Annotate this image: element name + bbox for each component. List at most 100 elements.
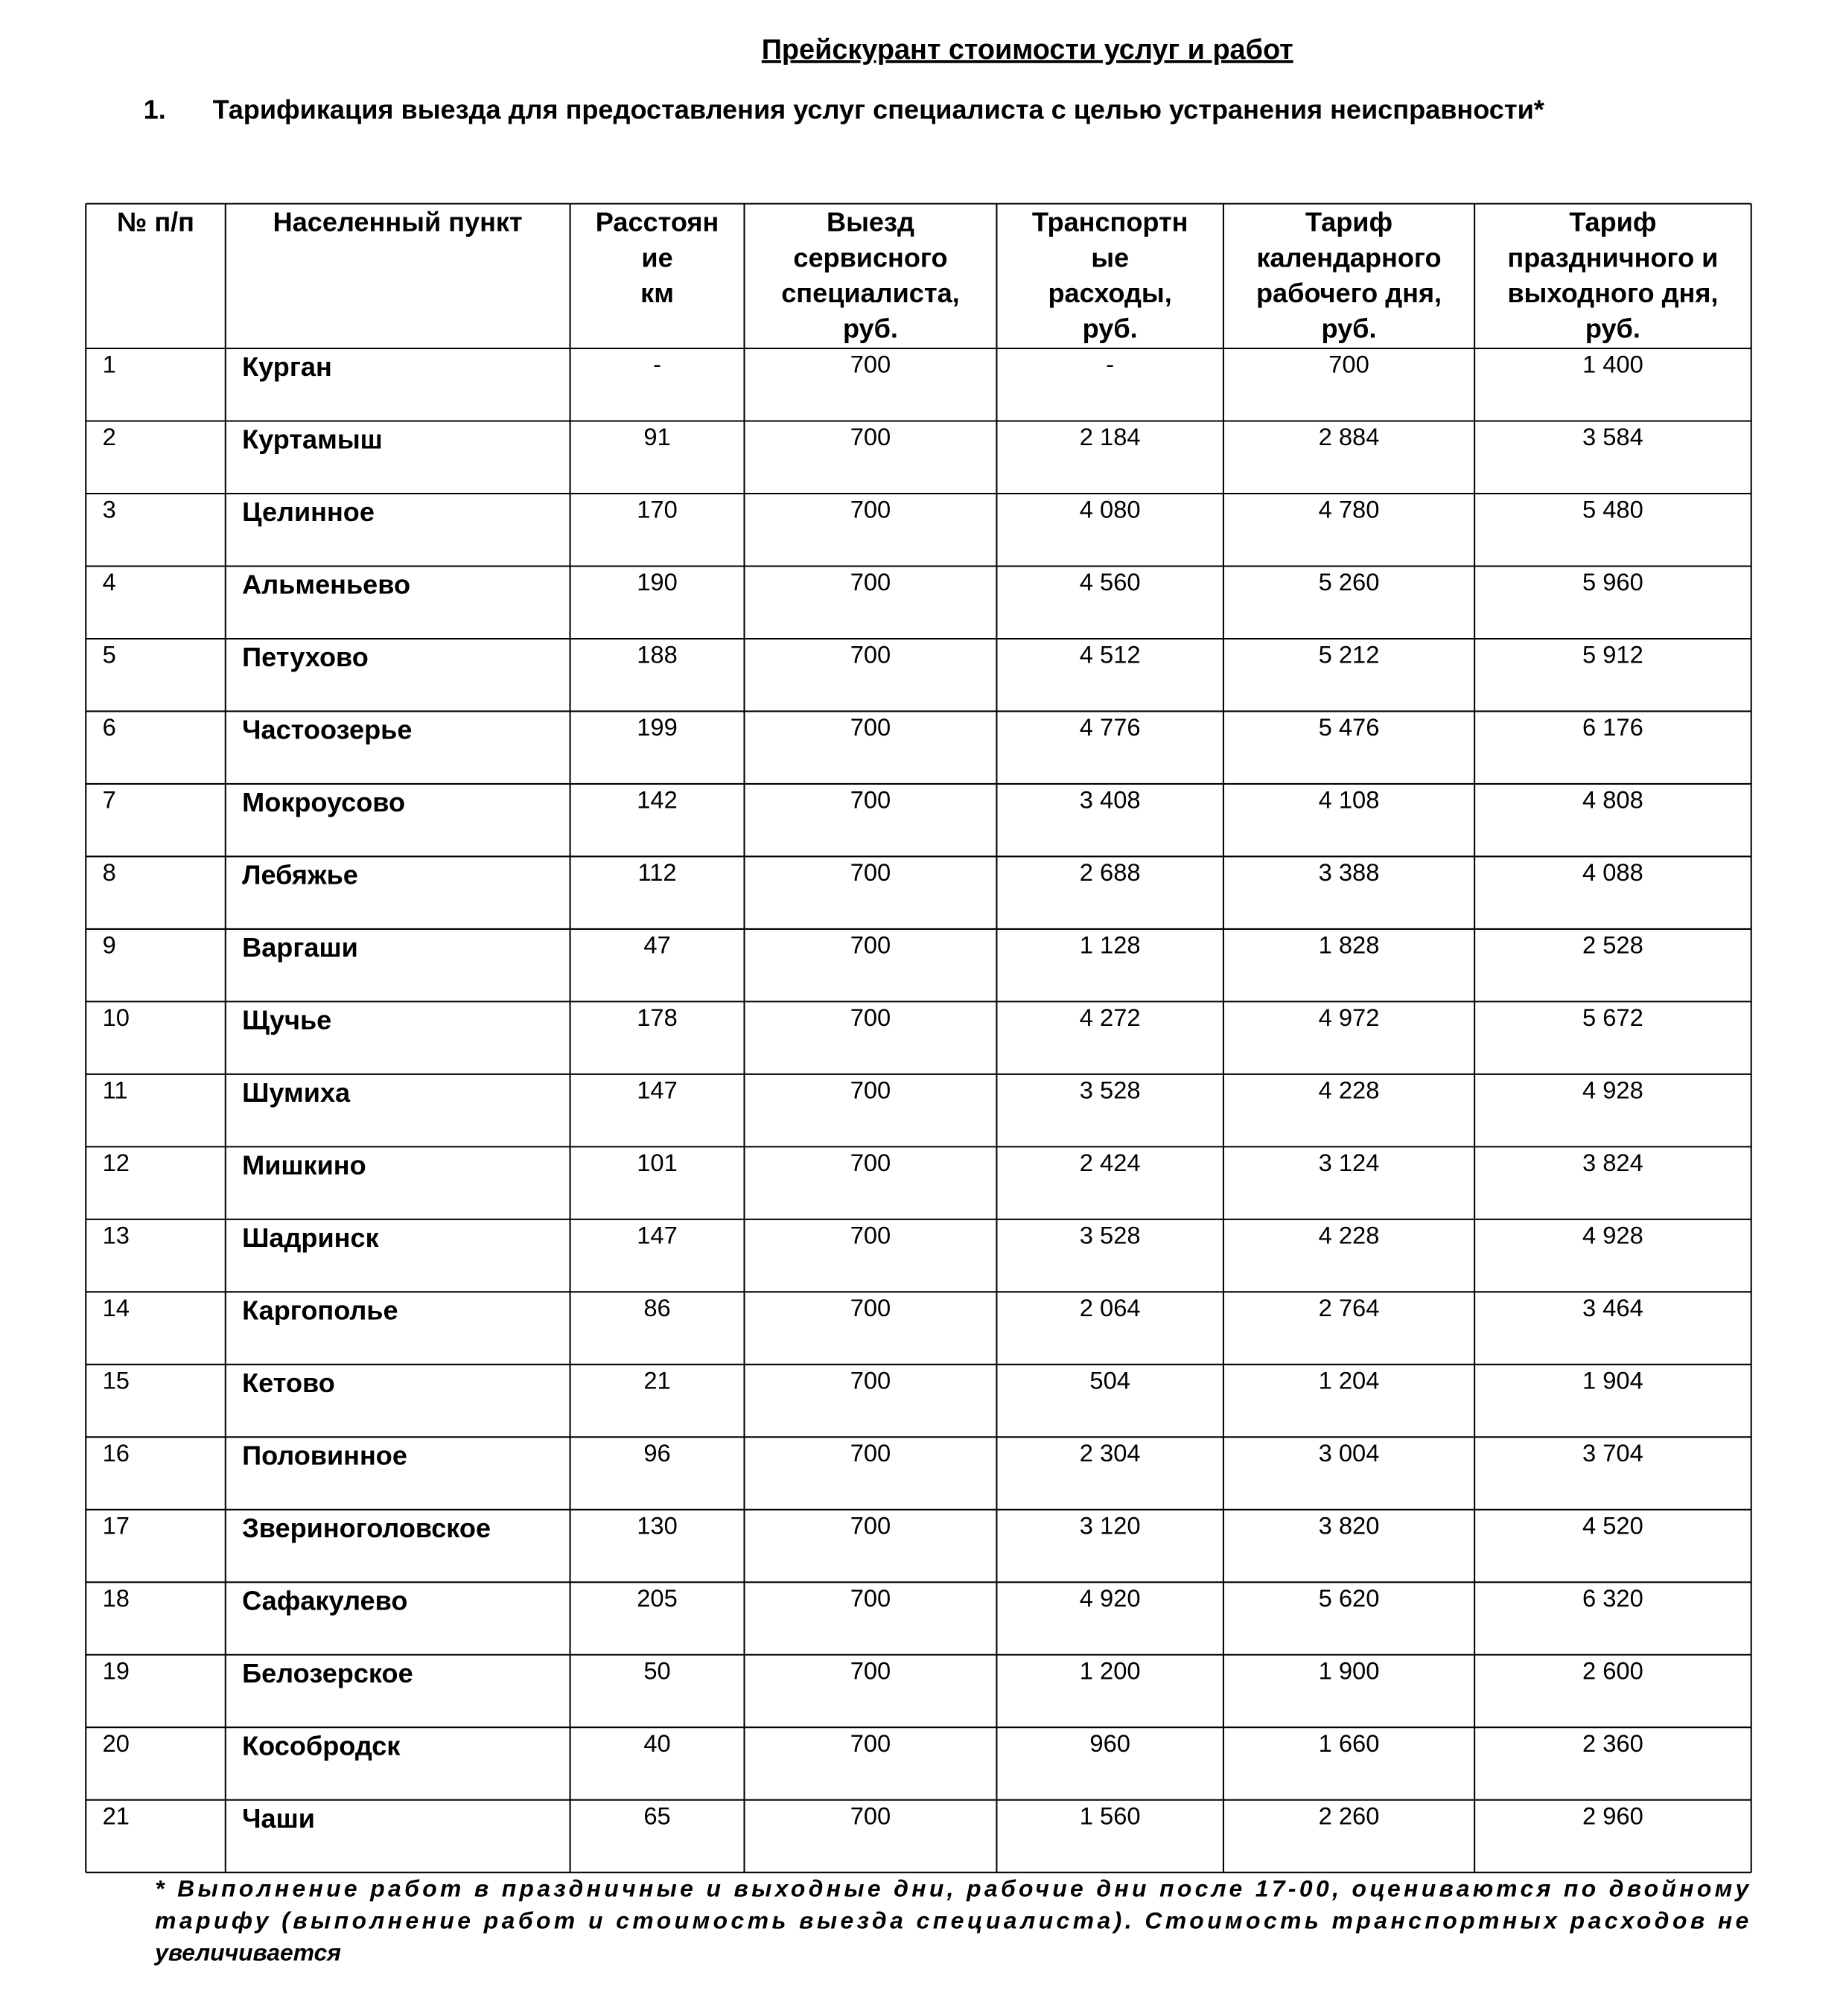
row-number: 1 xyxy=(103,351,116,378)
row-number: 5 xyxy=(103,641,116,669)
title: Прейскурант стоимости услуг и работ xyxy=(762,34,1293,66)
cell-value: 700 xyxy=(850,1004,891,1031)
footnote-line: * Выполнение работ в праздничные и выход… xyxy=(155,1875,1750,1902)
row-number: 11 xyxy=(103,1076,128,1104)
cell-value: 4 972 xyxy=(1319,1004,1380,1031)
footnote-line: увеличивается xyxy=(153,1939,341,1966)
cell-value: 4 560 xyxy=(1080,568,1141,596)
cell-value: 700 xyxy=(850,1584,891,1612)
cell-value: 3 124 xyxy=(1319,1149,1380,1176)
header-cell: Населенный пункт xyxy=(273,207,523,237)
header-cell: км xyxy=(640,278,674,308)
cell-value: 3 388 xyxy=(1319,858,1380,886)
row-number: 19 xyxy=(103,1656,130,1684)
cell-value: 47 xyxy=(643,931,670,959)
header-cell: Выезд xyxy=(827,207,914,237)
cell-value: 700 xyxy=(850,713,891,741)
cell-value: 3 704 xyxy=(1582,1439,1643,1467)
place-name: Шумиха xyxy=(242,1077,351,1108)
cell-value: 178 xyxy=(637,1004,678,1031)
cell-value: 5 960 xyxy=(1582,568,1643,596)
cell-value: 2 304 xyxy=(1080,1439,1141,1467)
cell-value: 700 xyxy=(850,931,891,959)
cell-value: 101 xyxy=(637,1149,678,1176)
cell-value: 4 228 xyxy=(1319,1076,1380,1104)
cell-value: 2 960 xyxy=(1582,1802,1643,1829)
header-cell: рабочего дня, xyxy=(1256,278,1442,308)
place-name: Мокроусово xyxy=(242,787,405,817)
cell-value: 3 464 xyxy=(1582,1294,1643,1321)
header-cell: Расстоян xyxy=(596,207,719,237)
header-cell: сервисного xyxy=(793,242,947,272)
row-number: 9 xyxy=(103,931,116,959)
cell-value: 700 xyxy=(850,858,891,886)
cell-value: 21 xyxy=(643,1367,670,1394)
place-name: Варгаши xyxy=(242,932,358,963)
cell-value: 1 828 xyxy=(1319,931,1380,959)
place-name: Лебяжье xyxy=(242,859,358,890)
row-number: 21 xyxy=(103,1802,130,1829)
cell-value: 6 320 xyxy=(1582,1584,1643,1612)
row-number: 2 xyxy=(103,423,116,450)
cell-value: 1 128 xyxy=(1080,931,1141,959)
cell-value: 2 600 xyxy=(1582,1656,1643,1684)
header-cell: выходного дня, xyxy=(1507,278,1718,308)
cell-value: 700 xyxy=(850,1294,891,1321)
cell-value: 504 xyxy=(1089,1367,1130,1394)
cell-value: 700 xyxy=(850,1149,891,1176)
cell-value: 5 212 xyxy=(1319,641,1380,669)
place-name: Щучье xyxy=(242,1004,331,1035)
header-cell: Тариф xyxy=(1569,207,1656,237)
header-cell: Транспортн xyxy=(1032,207,1188,237)
cell-value: 3 820 xyxy=(1319,1512,1380,1540)
cell-value: 4 228 xyxy=(1319,1222,1380,1249)
header-cell: руб. xyxy=(1585,313,1640,344)
section-heading: Тарификация выезда для предоставления ус… xyxy=(213,94,1545,124)
cell-value: 3 824 xyxy=(1582,1149,1643,1176)
row-number: 15 xyxy=(103,1367,130,1394)
cell-value: 2 064 xyxy=(1080,1294,1141,1321)
place-name: Кособродск xyxy=(242,1730,401,1761)
cell-value: 1 204 xyxy=(1319,1367,1380,1394)
header-cell: календарного xyxy=(1256,242,1441,272)
cell-value: 40 xyxy=(643,1729,670,1757)
section-number: 1. xyxy=(144,94,166,124)
cell-value: 170 xyxy=(637,496,678,523)
place-name: Белозерское xyxy=(242,1658,413,1688)
row-number: 6 xyxy=(103,713,116,741)
cell-value: 4 272 xyxy=(1080,1004,1141,1031)
cell-value: 700 xyxy=(850,1802,891,1829)
cell-value: 3 408 xyxy=(1080,786,1141,814)
header-cell: руб. xyxy=(1083,313,1138,344)
row-number: 7 xyxy=(103,786,116,814)
cell-value: 4 108 xyxy=(1319,786,1380,814)
cell-value: 700 xyxy=(850,496,891,523)
cell-value: 2 260 xyxy=(1319,1802,1380,1829)
cell-value: 147 xyxy=(637,1222,678,1249)
cell-value: 147 xyxy=(637,1076,678,1104)
cell-value: 700 xyxy=(850,786,891,814)
place-name: Звериноголовское xyxy=(242,1513,491,1543)
cell-value: 1 660 xyxy=(1319,1729,1380,1757)
cell-value: 700 xyxy=(850,1076,891,1104)
cell-value: 2 528 xyxy=(1582,931,1643,959)
cell-value: 1 400 xyxy=(1582,351,1643,378)
cell-value: 4 088 xyxy=(1582,858,1643,886)
cell-value: 4 080 xyxy=(1080,496,1141,523)
cell-value: 199 xyxy=(637,713,678,741)
cell-value: 2 184 xyxy=(1080,423,1141,450)
header-cell: руб. xyxy=(843,313,898,344)
cell-value: 4 920 xyxy=(1080,1584,1141,1612)
cell-value: 2 688 xyxy=(1080,858,1141,886)
cell-value: 4 928 xyxy=(1582,1076,1643,1104)
cell-value: 91 xyxy=(643,423,670,450)
cell-value: 142 xyxy=(637,786,678,814)
cell-value: 112 xyxy=(637,858,676,886)
cell-value: 4 520 xyxy=(1582,1512,1643,1540)
header-cell: Тариф xyxy=(1305,207,1393,237)
cell-value: 50 xyxy=(643,1656,670,1684)
cell-value: 700 xyxy=(850,1729,891,1757)
cell-value: 96 xyxy=(643,1439,670,1467)
